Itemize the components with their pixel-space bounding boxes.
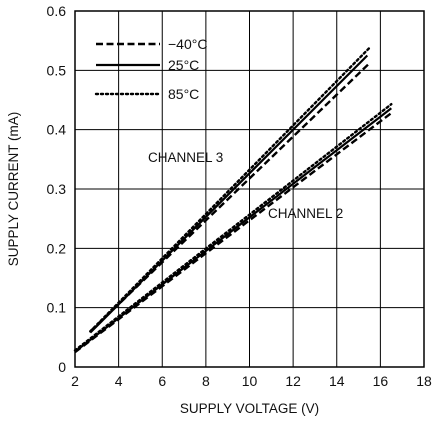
x-tick-label: 14 xyxy=(329,373,345,389)
y-tick-label: 0.2 xyxy=(47,240,67,256)
series-line-ch3-solid xyxy=(89,54,369,334)
x-axis-title: SUPPLY VOLTAGE (V) xyxy=(180,401,319,416)
x-tick-label: 4 xyxy=(115,373,123,389)
annotations: CHANNEL 3 CHANNEL 2 xyxy=(148,150,343,221)
legend-label: −40°C xyxy=(168,36,207,52)
series-line-ch2-dotted xyxy=(73,102,393,352)
annotation-channel-3: CHANNEL 3 xyxy=(148,150,223,165)
series-line-ch3-dotted xyxy=(89,46,371,333)
x-tick-label: 18 xyxy=(416,373,432,389)
x-tick-label: 10 xyxy=(242,373,258,389)
x-tick-label: 12 xyxy=(285,373,301,389)
y-axis-title: SUPPLY CURRENT (mA) xyxy=(6,112,21,267)
y-tick-label: 0.4 xyxy=(47,122,67,138)
x-tick-label: 16 xyxy=(373,373,389,389)
x-tick-label: 6 xyxy=(158,373,166,389)
x-tick-label: 2 xyxy=(71,373,79,389)
plot-frame xyxy=(74,10,425,368)
legend: −40°C 25°C 85°C xyxy=(94,36,207,102)
y-tick-label: 0.6 xyxy=(47,3,67,19)
annotation-channel-2: CHANNEL 2 xyxy=(268,206,343,221)
grid xyxy=(75,11,424,367)
x-tick-label: 8 xyxy=(202,373,210,389)
legend-label: 85°C xyxy=(168,86,199,102)
series-line-ch2-solid xyxy=(74,107,392,353)
y-tick-label: 0 xyxy=(58,359,66,375)
y-tick-label: 0.3 xyxy=(47,181,67,197)
y-tick-label: 0.5 xyxy=(47,62,67,78)
tick-labels: 2 4 6 8 10 12 14 16 18 0 0.1 0.2 0.3 0.4 0.5 0.6 xyxy=(47,3,432,389)
y-tick-label: 0.1 xyxy=(47,300,67,316)
plot-border xyxy=(74,10,425,368)
series-layer xyxy=(73,46,393,354)
legend-label: 25°C xyxy=(168,57,199,73)
